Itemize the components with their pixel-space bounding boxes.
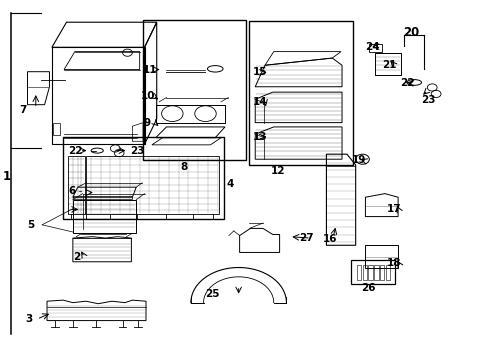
Bar <box>385 265 389 280</box>
Bar <box>143 21 246 160</box>
Text: 11: 11 <box>143 64 157 75</box>
Text: 12: 12 <box>270 166 285 176</box>
Text: 9: 9 <box>143 118 150 128</box>
Bar <box>350 260 394 284</box>
Text: 2: 2 <box>73 252 80 262</box>
Text: 23: 23 <box>420 95 435 105</box>
Text: 3: 3 <box>25 314 32 324</box>
Bar <box>367 265 372 280</box>
Text: 19: 19 <box>351 155 366 165</box>
Bar <box>356 265 360 280</box>
Text: 24: 24 <box>365 42 379 51</box>
Text: 7: 7 <box>19 105 26 115</box>
Text: 1: 1 <box>2 170 11 183</box>
Text: 13: 13 <box>253 132 267 142</box>
Text: 18: 18 <box>386 258 401 268</box>
Text: 17: 17 <box>386 204 401 215</box>
Text: 27: 27 <box>299 233 313 243</box>
Text: 21: 21 <box>381 59 396 69</box>
Bar <box>373 265 378 280</box>
Text: 10: 10 <box>141 91 155 101</box>
Text: 23: 23 <box>130 145 144 156</box>
Bar <box>379 265 384 280</box>
Bar <box>249 21 352 165</box>
Text: 6: 6 <box>68 186 75 197</box>
Text: 5: 5 <box>27 220 35 230</box>
Bar <box>362 265 366 280</box>
Text: 22: 22 <box>400 78 414 88</box>
Text: 8: 8 <box>180 162 187 172</box>
Text: 22: 22 <box>68 145 82 156</box>
Text: 26: 26 <box>361 283 375 293</box>
Text: 4: 4 <box>226 179 234 189</box>
Text: 16: 16 <box>322 234 336 244</box>
Text: 25: 25 <box>204 289 219 299</box>
Text: 14: 14 <box>253 97 267 107</box>
Text: 15: 15 <box>253 67 267 77</box>
Bar <box>63 137 224 219</box>
Text: 20: 20 <box>402 26 419 39</box>
